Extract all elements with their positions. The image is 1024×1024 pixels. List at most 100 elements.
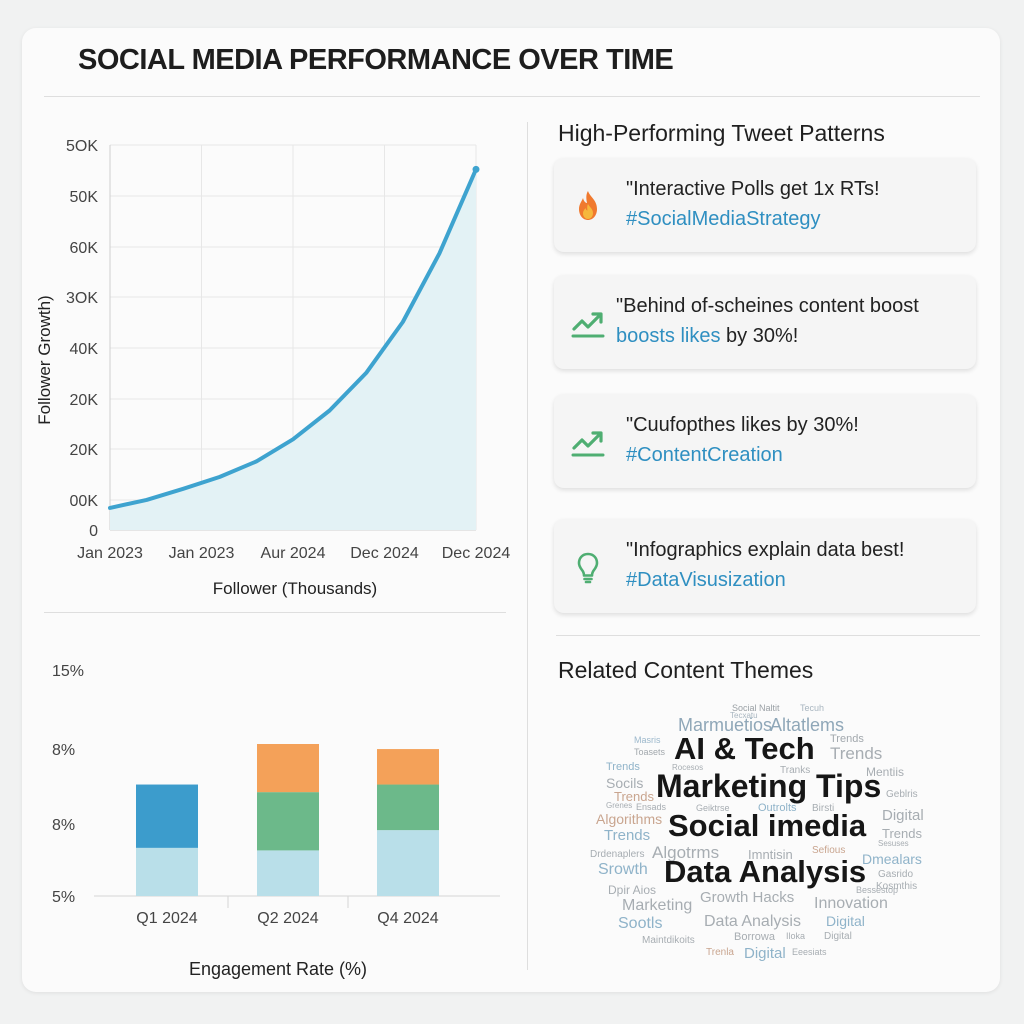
- theme-word[interactable]: Marketing: [622, 897, 693, 914]
- x-tick-label: Q2 2024: [257, 910, 318, 927]
- theme-word[interactable]: Dmealars: [862, 851, 922, 867]
- y-tick-label: 00K: [70, 493, 99, 510]
- theme-word[interactable]: Trenla: [706, 947, 734, 958]
- theme-word-cloud: Social Naltit Tecuh Tecxatu Marmuetios Altat…: [560, 700, 980, 970]
- title-divider: [44, 96, 980, 97]
- theme-word[interactable]: Ensads: [636, 802, 667, 812]
- pattern-text: "Cuufopthes likes by 30%!: [626, 414, 859, 436]
- theme-word[interactable]: Toasets: [634, 747, 666, 757]
- theme-word[interactable]: Digital: [824, 931, 852, 942]
- pattern-link[interactable]: boosts likes: [616, 325, 721, 347]
- bar-segment: [377, 784, 439, 831]
- theme-word[interactable]: Gasrido: [878, 869, 914, 880]
- bar-segment: [136, 847, 198, 896]
- theme-word[interactable]: Dpir Aios: [608, 883, 657, 897]
- theme-word[interactable]: Digital: [744, 945, 786, 962]
- page-title: SOCIAL MEDIA PERFORMANCE OVER TIME: [78, 44, 674, 76]
- pattern-hashtag[interactable]: #DataVisusization: [626, 569, 786, 591]
- theme-word[interactable]: Sesuses: [878, 839, 909, 848]
- theme-word[interactable]: Tecuh: [800, 703, 825, 713]
- theme-word[interactable]: Altatlems: [770, 715, 845, 735]
- y-tick-label: 20K: [70, 442, 99, 459]
- theme-word[interactable]: Growth Hacks: [700, 889, 795, 906]
- theme-word[interactable]: Digital: [826, 913, 865, 929]
- theme-word[interactable]: Social Naltit: [732, 703, 780, 713]
- theme-word[interactable]: Eeesiats: [792, 947, 827, 957]
- theme-word[interactable]: Socils: [606, 775, 644, 791]
- theme-word[interactable]: Birsti: [812, 803, 835, 814]
- y-tick-label: 15%: [52, 663, 84, 680]
- theme-word[interactable]: Algotrms: [652, 843, 720, 862]
- theme-word[interactable]: Data Analysis: [664, 854, 867, 889]
- pattern-card-content[interactable]: "Cuufopthes likes by 30%! #ContentCreati…: [554, 394, 976, 488]
- theme-word[interactable]: Outrolts: [758, 802, 797, 814]
- theme-word[interactable]: Innovation: [814, 895, 888, 912]
- x-tick-label: Dec 2024: [350, 545, 419, 562]
- follower-line: [108, 167, 478, 510]
- theme-word[interactable]: Data Analysis: [704, 913, 801, 930]
- theme-word[interactable]: Tecxatu: [730, 711, 758, 720]
- right-divider: [556, 635, 980, 636]
- theme-word[interactable]: Imntisin: [748, 847, 793, 862]
- x-tick-label: Dec 2024: [442, 545, 511, 562]
- theme-word[interactable]: Grenes: [606, 801, 633, 810]
- theme-word[interactable]: Mentiis: [866, 765, 905, 779]
- y-tick-label: 5OK: [66, 138, 98, 155]
- y-tick-label: 3OK: [66, 290, 98, 307]
- follower-area: [110, 169, 476, 531]
- engagement-rate-chart: 5% 8% 8% 15% Q1 2024 Q2 2024 Q4 2024 Engagement…: [52, 663, 500, 979]
- pattern-card-polls[interactable]: "Interactive Polls get 1x RTs! #SocialMe…: [554, 158, 976, 252]
- trend-up-icon: [570, 424, 606, 460]
- theme-word[interactable]: Masris: [634, 735, 661, 745]
- chart-divider: [44, 612, 506, 613]
- pattern-hashtag[interactable]: #ContentCreation: [626, 444, 783, 466]
- bar-segment: [257, 744, 319, 793]
- pattern-text: "Behind of-scheines content boost: [616, 295, 919, 317]
- pattern-text: "Infographics explain data best!: [626, 539, 905, 561]
- theme-word[interactable]: Srowth: [598, 861, 648, 878]
- theme-word[interactable]: Digital: [882, 807, 924, 824]
- theme-word[interactable]: Kosmthis: [876, 881, 918, 892]
- theme-word[interactable]: Maintdikoits: [642, 935, 695, 946]
- theme-word[interactable]: Algorithms: [596, 811, 663, 827]
- fire-icon: [570, 188, 606, 224]
- y-tick-label: 8%: [52, 817, 75, 834]
- themes-heading: Related Content Themes: [558, 657, 814, 683]
- x-tick-label: Jan 2023: [169, 545, 235, 562]
- pattern-card-infographics[interactable]: "Infographics explain data best! #DataVi…: [554, 519, 976, 613]
- pattern-subtext: boosts likes by 30%!: [616, 325, 798, 348]
- y-tick-label: 5%: [52, 889, 75, 906]
- pattern-hashtag[interactable]: #SocialMediaStrategy: [626, 208, 821, 230]
- theme-word[interactable]: Drdenaplers: [590, 849, 645, 860]
- theme-word[interactable]: Tranks: [780, 765, 811, 776]
- theme-word[interactable]: Trends: [882, 826, 922, 841]
- bar-segment: [257, 850, 319, 896]
- theme-word[interactable]: Sefious: [812, 845, 846, 856]
- theme-word[interactable]: Rocesos: [672, 763, 704, 772]
- theme-word[interactable]: Sootls: [618, 915, 663, 932]
- theme-word[interactable]: Trends: [830, 733, 864, 745]
- theme-word[interactable]: Trends: [830, 744, 883, 763]
- theme-word[interactable]: Marketing Tips: [656, 768, 882, 804]
- pattern-card-behind-scenes[interactable]: "Behind of-scheines content boost boosts…: [554, 275, 976, 369]
- theme-word[interactable]: Geiktrse: [696, 803, 730, 813]
- theme-word[interactable]: Social imedia: [668, 808, 867, 843]
- theme-word[interactable]: Bessestop: [856, 885, 899, 895]
- theme-word[interactable]: Trends: [604, 827, 651, 844]
- theme-word[interactable]: Trends: [614, 789, 654, 804]
- theme-word[interactable]: AI & Tech: [674, 731, 815, 766]
- theme-word[interactable]: Iloka: [786, 931, 806, 941]
- lightbulb-icon: [570, 549, 606, 585]
- theme-word[interactable]: Marmuetios: [678, 715, 773, 735]
- y-tick-label: 0: [89, 523, 98, 540]
- theme-word[interactable]: Geblris: [886, 789, 918, 800]
- theme-word[interactable]: Trends: [606, 761, 640, 773]
- bar-segment: [136, 784, 198, 848]
- pattern-text: "Interactive Polls get 1x RTs!: [626, 178, 880, 200]
- bar-segment: [257, 792, 319, 851]
- theme-word[interactable]: Borrowa: [734, 931, 775, 943]
- data-point: [472, 165, 480, 173]
- y-tick-label: 8%: [52, 742, 75, 759]
- trend-up-icon: [570, 305, 606, 341]
- x-tick-label: Q4 2024: [377, 910, 438, 927]
